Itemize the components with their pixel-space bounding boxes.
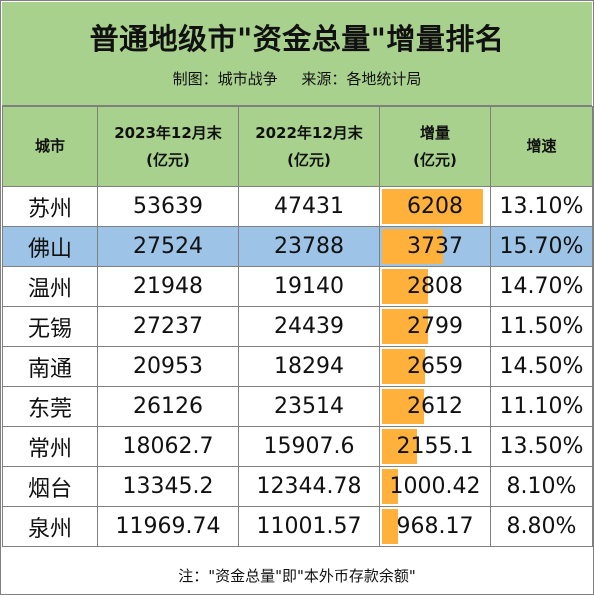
increase-data-bar — [382, 269, 428, 304]
table-row: 苏州 53639 47431 6208 13.10% — [2, 186, 593, 227]
table-row: 佛山 27524 23788 3737 15.70% — [2, 226, 593, 267]
increase-value: 2808 — [407, 274, 463, 299]
city-cell: 常州 — [2, 426, 98, 467]
increase-cell: 3737 — [379, 226, 491, 267]
increase-cell: 6208 — [379, 186, 491, 227]
increase-cell: 968.17 — [379, 506, 491, 547]
value-2023-cell: 11969.74 — [97, 506, 239, 547]
increase-cell: 2612 — [379, 386, 491, 427]
increase-value: 3737 — [407, 234, 463, 259]
growth-cell: 8.80% — [490, 506, 593, 547]
growth-cell: 8.10% — [490, 466, 593, 507]
increase-cell: 2659 — [379, 346, 491, 387]
value-2023-cell: 53639 — [97, 186, 239, 227]
column-header-growth: 增速 — [490, 106, 593, 187]
value-2022-cell: 24439 — [238, 306, 380, 347]
increase-data-bar — [382, 429, 417, 464]
increase-value: 968.17 — [396, 514, 474, 539]
increase-data-bar — [382, 349, 425, 384]
value-2023-cell: 27524 — [97, 226, 239, 267]
increase-data-bar — [382, 469, 398, 504]
growth-cell: 13.50% — [490, 426, 593, 467]
column-header-city: 城市 — [2, 106, 98, 187]
increase-value: 2659 — [407, 354, 463, 379]
increase-cell: 2808 — [379, 266, 491, 307]
increase-data-bar — [382, 189, 483, 224]
value-2022-cell: 15907.6 — [238, 426, 380, 467]
city-cell: 泉州 — [2, 506, 98, 547]
value-2022-cell: 47431 — [238, 186, 380, 227]
ranking-table: 城市 2023年12月末 (亿元) 2022年12月末 (亿元) 增量 (亿元) 增速… — [2, 106, 593, 547]
increase-cell: 2799 — [379, 306, 491, 347]
table-row: 温州 21948 19140 2808 14.70% — [2, 266, 593, 307]
column-header-increase: 增量 (亿元) — [379, 106, 491, 187]
city-cell: 无锡 — [2, 306, 98, 347]
increase-data-bar — [382, 309, 428, 344]
increase-data-bar — [382, 509, 398, 544]
value-2022-cell: 23514 — [238, 386, 380, 427]
value-2023-cell: 27237 — [97, 306, 239, 347]
growth-cell: 13.10% — [490, 186, 593, 227]
value-2023-cell: 18062.7 — [97, 426, 239, 467]
chart-title: 普通地级市"资金总量"增量排名 — [89, 22, 505, 56]
growth-cell: 15.70% — [490, 226, 593, 267]
table-row: 东莞 26126 23514 2612 11.10% — [2, 386, 593, 427]
city-cell: 苏州 — [2, 186, 98, 227]
value-2022-cell: 11001.57 — [238, 506, 380, 547]
chart-subtitle: 制图：城市战争 来源：各地统计局 — [172, 70, 422, 88]
city-cell: 烟台 — [2, 466, 98, 507]
city-cell: 温州 — [2, 266, 98, 307]
increase-value: 1000.42 — [389, 474, 481, 499]
increase-value: 6208 — [407, 194, 463, 219]
increase-value: 2799 — [407, 314, 463, 339]
increase-cell: 1000.42 — [379, 466, 491, 507]
value-2023-cell: 26126 — [97, 386, 239, 427]
city-cell: 东莞 — [2, 386, 98, 427]
value-2023-cell: 20953 — [97, 346, 239, 387]
growth-cell: 14.70% — [490, 266, 593, 307]
increase-value: 2612 — [407, 394, 463, 419]
table-row: 常州 18062.7 15907.6 2155.1 13.50% — [2, 426, 593, 467]
header-row: 城市 2023年12月末 (亿元) 2022年12月末 (亿元) 增量 (亿元) 增速 — [2, 106, 593, 187]
table-row: 烟台 13345.2 12344.78 1000.42 8.10% — [2, 466, 593, 507]
table-row: 南通 20953 18294 2659 14.50% — [2, 346, 593, 387]
increase-cell: 2155.1 — [379, 426, 491, 467]
increase-value: 2155.1 — [396, 434, 474, 459]
value-2022-cell: 12344.78 — [238, 466, 380, 507]
footnote: 注："资金总量"即"本外币存款余额" — [178, 567, 416, 585]
title-banner: 普通地级市"资金总量"增量排名 制图：城市战争 来源：各地统计局 — [2, 2, 592, 106]
value-2022-cell: 23788 — [238, 226, 380, 267]
value-2023-cell: 13345.2 — [97, 466, 239, 507]
increase-data-bar — [382, 389, 424, 424]
growth-cell: 14.50% — [490, 346, 593, 387]
increase-data-bar — [382, 229, 443, 264]
city-cell: 南通 — [2, 346, 98, 387]
column-header-2023: 2023年12月末 (亿元) — [97, 106, 239, 187]
value-2022-cell: 18294 — [238, 346, 380, 387]
column-header-2022: 2022年12月末 (亿元) — [238, 106, 380, 187]
table-row: 泉州 11969.74 11001.57 968.17 8.80% — [2, 506, 593, 547]
value-2023-cell: 21948 — [97, 266, 239, 307]
growth-cell: 11.10% — [490, 386, 593, 427]
table-row: 无锡 27237 24439 2799 11.50% — [2, 306, 593, 347]
value-2022-cell: 19140 — [238, 266, 380, 307]
city-cell: 佛山 — [2, 226, 98, 267]
growth-cell: 11.50% — [490, 306, 593, 347]
